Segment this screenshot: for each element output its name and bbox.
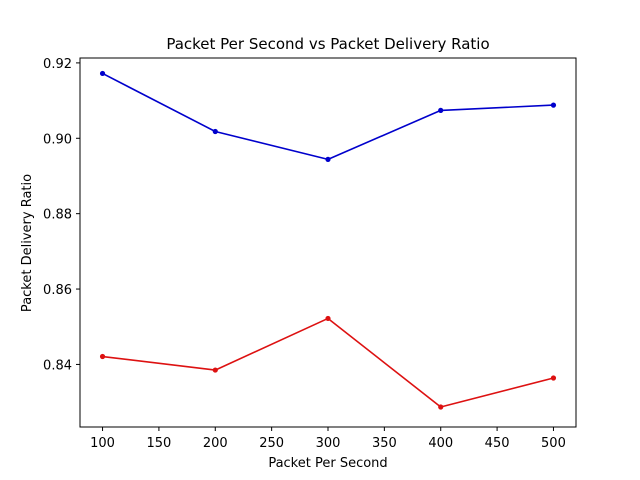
series-1-point [212,128,218,135]
chart-title: Packet Per Second vs Packet Delivery Rat… [166,35,489,53]
x-tick-label: 250 [259,436,284,451]
series-2-point [325,315,331,322]
y-tick-label: 0.86 [43,283,72,298]
x-tick-label: 100 [90,436,115,451]
y-tick-label: 0.90 [43,132,72,147]
y-tick-label: 0.88 [43,208,72,223]
series-1-point [550,102,557,108]
x-tick-label: 450 [485,436,510,451]
y-axis-label: Packet Delivery Ratio [20,174,35,312]
x-tick-label: 400 [428,436,453,451]
y-tick-label: 0.92 [43,57,72,72]
x-tick-label: 150 [146,436,171,451]
x-tick-label: 500 [541,436,566,451]
series-2-point [438,404,444,410]
series-2-point [99,353,106,360]
x-tick-label: 200 [203,436,228,451]
y-tick-label: 0.84 [43,358,72,373]
series-1-point [325,156,331,162]
series-2-point [550,375,557,381]
series-1-point [99,70,106,77]
x-tick-label: 300 [316,436,341,451]
plot-area: 100 150 200 250 300 350 400 450 500 0.84 0.86 0.88 0… [43,57,577,451]
x-axis-label: Packet Per Second [268,456,387,471]
series-1-point [438,107,444,113]
series-2-point [212,367,218,373]
x-tick-label: 350 [372,436,397,451]
